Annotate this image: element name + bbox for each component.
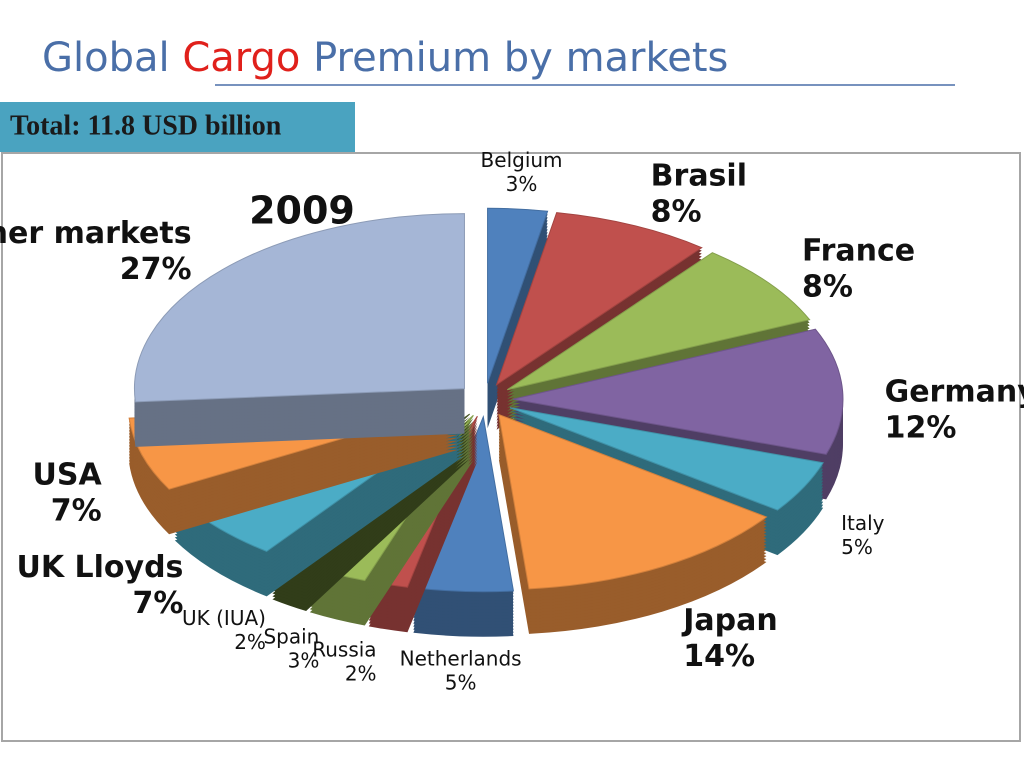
slice-value-label: 5% [841,535,873,559]
subtitle: Total: 11.8 USD billion [10,110,282,141]
subtitle-box [0,102,355,152]
slice-value-label: 7% [51,493,102,528]
annotation: 2009 [249,189,355,233]
slice-top [133,213,465,403]
slice-label: Japan [681,603,777,638]
slice-label: Brasil [651,158,747,193]
slice-top [495,212,703,386]
slice-label: USA [32,457,102,492]
slice-value-label: 2% [345,662,377,686]
slice-value-label: 27% [120,252,192,287]
slice-value-label: 5% [445,671,477,695]
slice-top [487,207,549,384]
slice [128,404,459,535]
slice-label: UK (IUA) [182,606,266,630]
slice-top [498,413,768,590]
slice-label: Belgium [481,148,563,172]
slice-label: Other markets [0,216,192,251]
slice [506,252,811,435]
slice [498,413,768,634]
slice-value-label: 2% [234,630,266,654]
slice-label: UK Lloyds [16,550,183,585]
slice-label: Russia [312,638,376,662]
slice-value-label: 3% [506,172,538,196]
slice-top [506,252,811,391]
slice-value-label: 12% [885,411,957,446]
slice-label: Italy [841,511,885,535]
slice-value-label: 8% [802,270,853,305]
slice-value-label: 14% [683,639,755,674]
slice-value-label: 3% [288,649,320,673]
slice-label: Spain [263,625,319,649]
slice-label: France [802,234,915,269]
slice-value-label: 7% [132,586,183,621]
slice-label: Germany [885,375,1024,410]
chart-title: Global Cargo Premium by markets [42,35,728,81]
slice-top [509,407,824,511]
slice [133,213,465,447]
slice-value-label: 8% [651,194,702,229]
slice-label: Netherlands [400,647,522,671]
slice-top [512,328,844,455]
